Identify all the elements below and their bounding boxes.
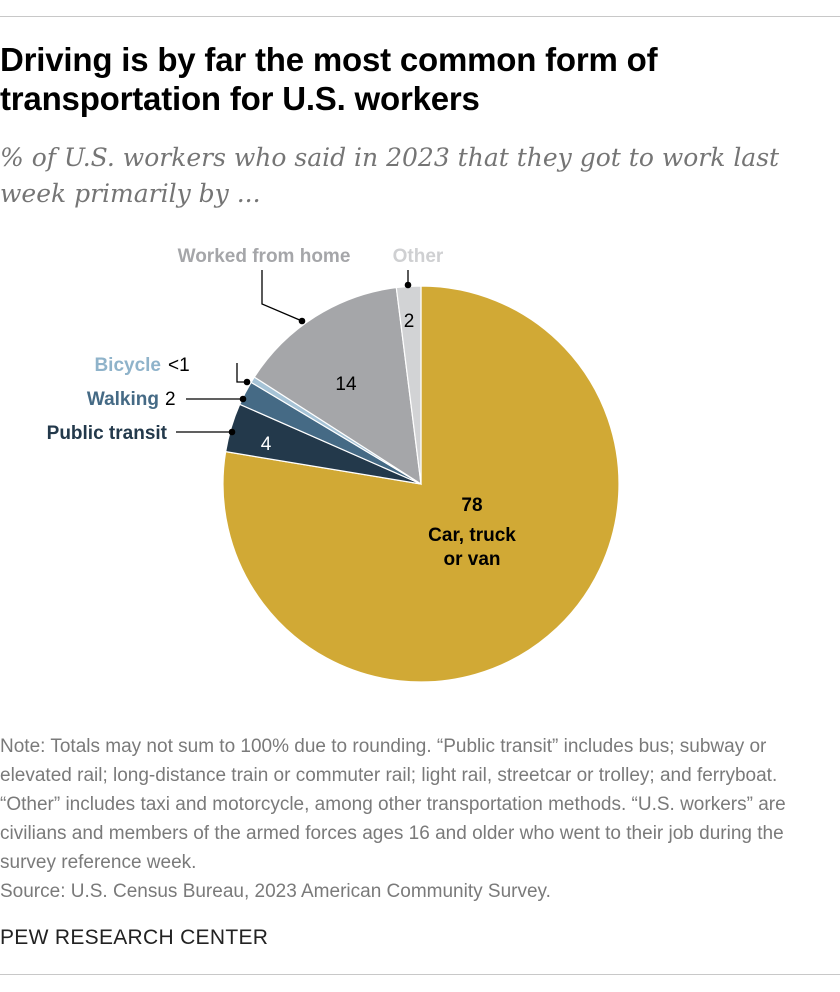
- value-car: 78: [461, 495, 482, 516]
- leader-dot-walking: [239, 395, 247, 403]
- value-bicycle: <1: [168, 355, 190, 376]
- leader-dot-other: [404, 281, 412, 289]
- label-bicycle: Bicycle: [94, 355, 161, 376]
- leader-line-bicycle: [236, 363, 247, 383]
- chart-note: Note: Totals may not sum to 100% due to …: [0, 736, 786, 873]
- label-other: Other: [393, 246, 444, 267]
- value-walking: 2: [165, 389, 176, 410]
- value-public-transit: 4: [261, 434, 272, 455]
- value-other: 2: [404, 311, 415, 332]
- leader-lines: [176, 270, 409, 433]
- pie-slices: [222, 285, 620, 683]
- chart-title: Driving is by far the most common form o…: [0, 41, 658, 117]
- label-car-line: Car, truck: [428, 525, 516, 546]
- leader-dot-public-transit: [228, 428, 236, 436]
- bottom-rule: [0, 974, 840, 975]
- pie-slice-car-truck-or-van: [222, 285, 620, 683]
- chart-source: Source: U.S. Census Bureau, 2023 America…: [0, 881, 551, 902]
- leader-dots: [228, 281, 412, 436]
- value-worked-from-home: 14: [335, 374, 357, 395]
- leader-dot-bicycle: [243, 378, 251, 386]
- label-worked-from-home: Worked from home: [178, 246, 351, 267]
- pie-slice-worked-from-home: [253, 286, 422, 486]
- label-public-transit: Public transit: [47, 423, 168, 444]
- brand-logo-text: PEW RESEARCH CENTER: [0, 926, 269, 949]
- label-walking: Walking: [87, 389, 159, 410]
- chart-subtitle: % of U.S. workers who said in 2023 that …: [0, 143, 780, 208]
- top-rule: [0, 16, 840, 17]
- label-car-line: or van: [443, 549, 500, 570]
- leader-dot-work-from-home: [298, 317, 306, 325]
- pie-chart: Worked from home Other Bicycle <1 Walkin…: [47, 246, 620, 683]
- label-car: Car, truck or van: [428, 525, 516, 570]
- leader-line-work-from-home: [261, 270, 303, 322]
